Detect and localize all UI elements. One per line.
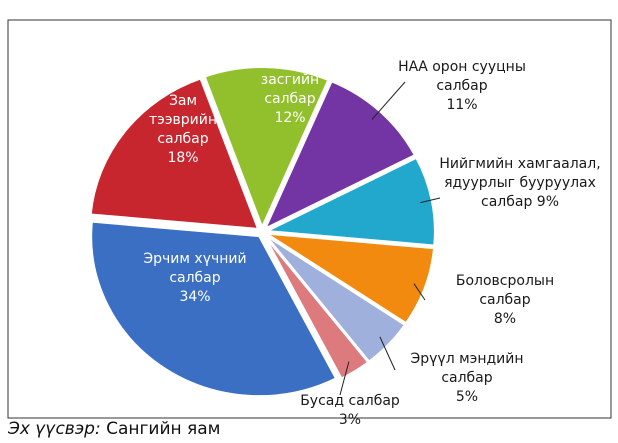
pie-slice <box>90 220 338 398</box>
frame <box>7 19 612 419</box>
pie-slice <box>264 234 407 363</box>
value-label: 18% <box>167 150 199 166</box>
slice-label: Эрчим хүчний салбар 34% <box>120 250 270 307</box>
pie-slice <box>263 235 370 380</box>
pie-slice <box>263 156 436 247</box>
pie-slice <box>266 232 436 325</box>
slice-label: Эрүүл мэндийн салбар 5% <box>402 350 532 407</box>
category-label: Санхүү, эдийн засгийн салбар <box>237 53 343 107</box>
leader-line <box>339 361 350 396</box>
value-label: 11% <box>446 97 478 113</box>
category-label: НАА орон сууцны салбар <box>398 59 526 94</box>
slice-label: НАА орон сууцны салбар 11% <box>392 58 532 115</box>
category-label: Бусад салбар <box>300 393 400 409</box>
source-text: Сангийн яам <box>106 419 221 439</box>
category-label: Зам тээврийн салбар <box>148 93 217 147</box>
leader-line <box>413 283 426 301</box>
leader-line <box>371 81 406 120</box>
category-label: Боловсролын салбар <box>455 273 555 308</box>
category-label: Эрчим хүчний салбар <box>143 251 247 286</box>
pie-slice <box>203 66 330 230</box>
source-label: Эх үүсвэр: <box>8 419 101 439</box>
value-label: 8% <box>493 311 517 327</box>
value-label: 5% <box>455 389 479 405</box>
slice-label: Зам тээврийн салбар 18% <box>133 92 233 168</box>
slice-label: Боловсролын салбар 8% <box>445 272 565 329</box>
category-label: Эрүүл мэндийн салбар <box>410 351 524 386</box>
slice-label: Санхүү, эдийн засгийн салбар 12% <box>235 52 345 128</box>
pie-slice <box>89 77 260 231</box>
slice-label: Нийгмийн хамгаалал, ядуурлыг бууруулах с… <box>433 155 608 212</box>
value-label: 34% <box>179 289 211 305</box>
pie-slice <box>263 79 417 231</box>
category-label: Нийгмийн хамгаалал, ядуурлыг бууруулах с… <box>439 156 601 210</box>
leader-line <box>379 336 396 371</box>
leader-line <box>420 197 441 204</box>
value-label: 3% <box>338 412 362 428</box>
value-label: 9% <box>536 194 559 210</box>
slice-label: Бусад салбар 3% <box>290 392 410 430</box>
value-label: 12% <box>274 110 306 126</box>
source: Эх үүсвэр: Сангийн яам <box>8 419 221 439</box>
